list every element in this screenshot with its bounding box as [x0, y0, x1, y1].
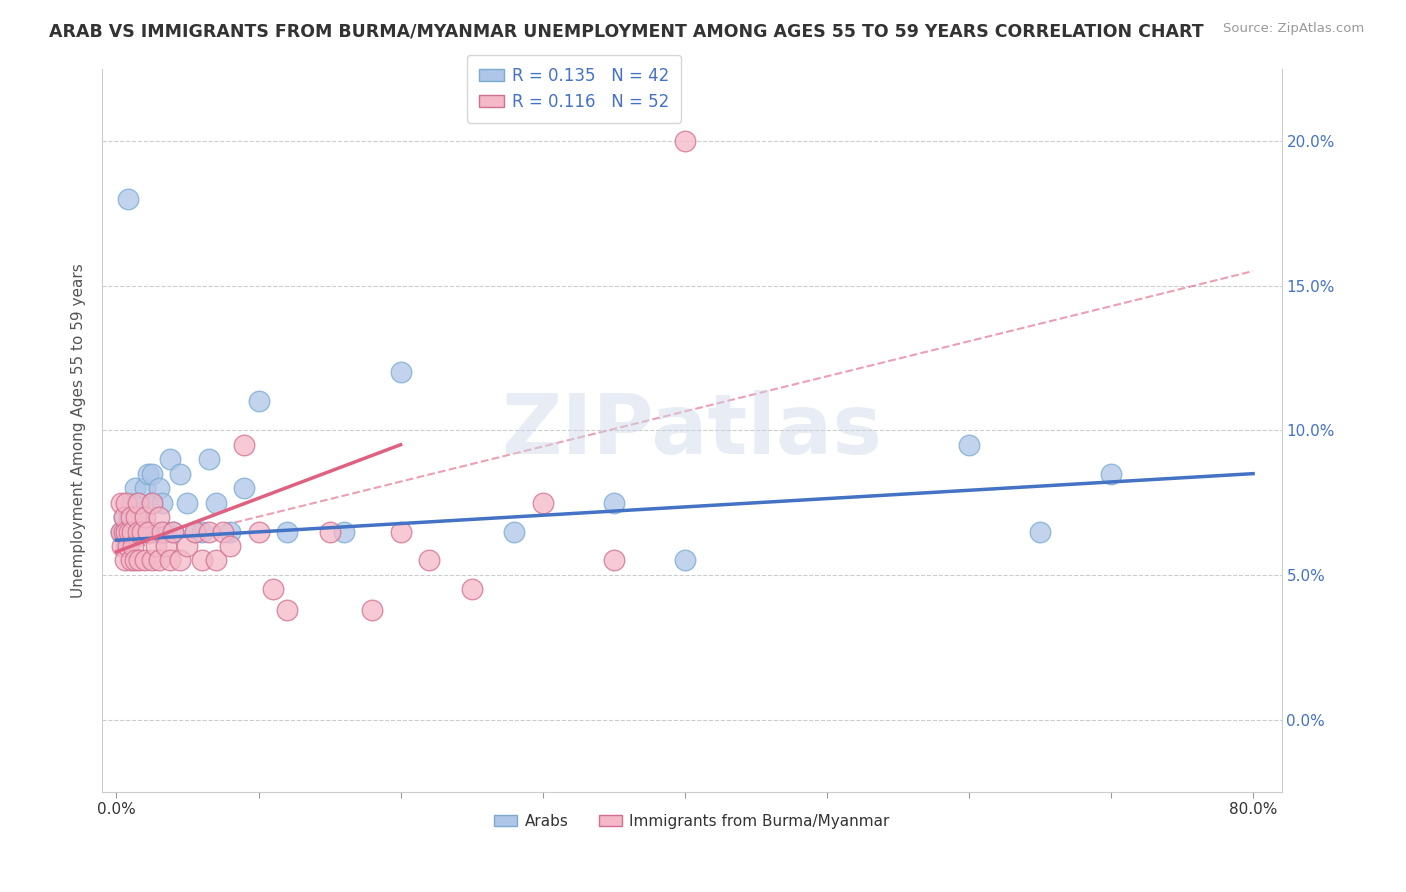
Point — [1099, 467, 1122, 481]
Point — [603, 553, 626, 567]
Y-axis label: Unemployment Among Ages 55 to 59 years: Unemployment Among Ages 55 to 59 years — [72, 263, 86, 598]
Point — [197, 452, 219, 467]
Point — [112, 510, 135, 524]
Point — [110, 524, 132, 539]
Point — [190, 553, 212, 567]
Point — [127, 495, 149, 509]
Point — [262, 582, 284, 597]
Point — [114, 524, 136, 539]
Point — [219, 524, 242, 539]
Point — [389, 365, 412, 379]
Point — [276, 602, 298, 616]
Point — [162, 524, 184, 539]
Point — [115, 539, 138, 553]
Point — [134, 510, 156, 524]
Point — [120, 495, 142, 509]
Point — [127, 495, 149, 509]
Point — [134, 481, 156, 495]
Point — [503, 524, 526, 539]
Point — [148, 481, 170, 495]
Point — [141, 495, 163, 509]
Legend: Arabs, Immigrants from Burma/Myanmar: Arabs, Immigrants from Burma/Myanmar — [488, 808, 896, 835]
Point — [145, 524, 167, 539]
Point — [162, 524, 184, 539]
Point — [125, 510, 148, 524]
Point — [531, 495, 554, 509]
Point — [176, 495, 198, 509]
Point — [136, 524, 159, 539]
Point — [318, 524, 340, 539]
Point — [141, 495, 163, 509]
Point — [114, 553, 136, 567]
Point — [110, 524, 132, 539]
Point — [136, 467, 159, 481]
Point — [332, 524, 354, 539]
Point — [233, 438, 256, 452]
Point — [148, 553, 170, 567]
Point — [112, 510, 135, 524]
Point — [150, 524, 173, 539]
Point — [150, 495, 173, 509]
Point — [124, 553, 146, 567]
Point — [128, 553, 150, 567]
Point — [603, 495, 626, 509]
Point — [176, 539, 198, 553]
Point — [115, 495, 138, 509]
Point — [389, 524, 412, 539]
Point — [673, 553, 696, 567]
Text: ZIPatlas: ZIPatlas — [502, 390, 883, 471]
Point — [190, 524, 212, 539]
Point — [141, 553, 163, 567]
Point — [118, 524, 141, 539]
Point — [205, 495, 228, 509]
Point — [183, 524, 205, 539]
Point — [1029, 524, 1052, 539]
Text: ARAB VS IMMIGRANTS FROM BURMA/MYANMAR UNEMPLOYMENT AMONG AGES 55 TO 59 YEARS COR: ARAB VS IMMIGRANTS FROM BURMA/MYANMAR UN… — [49, 22, 1204, 40]
Point — [120, 524, 142, 539]
Point — [197, 524, 219, 539]
Point — [121, 524, 143, 539]
Point — [122, 539, 145, 553]
Point — [127, 524, 149, 539]
Point — [276, 524, 298, 539]
Point — [122, 524, 145, 539]
Point — [169, 467, 191, 481]
Point — [247, 394, 270, 409]
Point — [120, 553, 142, 567]
Point — [219, 539, 242, 553]
Point — [124, 481, 146, 495]
Point — [673, 134, 696, 148]
Point — [120, 510, 142, 524]
Point — [141, 467, 163, 481]
Point — [247, 524, 270, 539]
Point — [145, 539, 167, 553]
Point — [127, 510, 149, 524]
Point — [159, 452, 181, 467]
Point — [112, 524, 135, 539]
Point — [155, 539, 177, 553]
Point — [361, 602, 384, 616]
Point — [111, 539, 134, 553]
Point — [233, 481, 256, 495]
Point — [159, 553, 181, 567]
Point — [212, 524, 235, 539]
Point — [169, 553, 191, 567]
Point — [460, 582, 482, 597]
Point — [205, 553, 228, 567]
Point — [115, 524, 138, 539]
Point — [117, 192, 139, 206]
Text: Source: ZipAtlas.com: Source: ZipAtlas.com — [1223, 22, 1364, 36]
Point — [131, 524, 153, 539]
Point — [155, 524, 177, 539]
Point — [418, 553, 440, 567]
Point — [134, 553, 156, 567]
Point — [110, 495, 132, 509]
Point — [148, 510, 170, 524]
Point — [183, 524, 205, 539]
Point — [117, 539, 139, 553]
Point — [957, 438, 980, 452]
Point — [118, 510, 141, 524]
Point — [134, 524, 156, 539]
Point — [131, 524, 153, 539]
